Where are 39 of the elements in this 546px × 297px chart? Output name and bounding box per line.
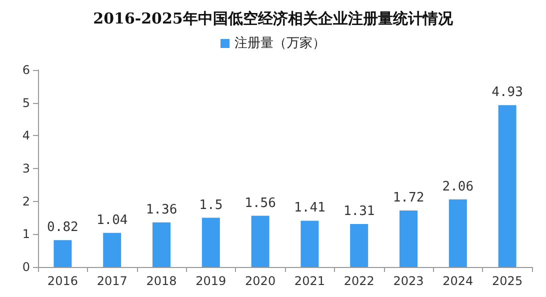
x-tick-label: 2025 [492,274,523,288]
data-label: 1.41 [294,200,326,216]
y-tick-label: 2 [22,194,30,208]
x-tick-label: 2018 [146,274,177,288]
y-tick-label: 3 [22,162,30,176]
y-tick-label: 5 [22,96,30,110]
bar [350,224,368,267]
x-tick-label: 2019 [196,274,226,288]
x-tick-label: 2017 [96,274,128,288]
y-tick-label: 1 [22,227,30,242]
data-label: 2.06 [442,179,474,194]
bar [300,220,319,267]
data-label: 1.31 [343,204,375,219]
y-tick-label: 0 [22,260,30,274]
data-label: 1.04 [96,212,128,228]
data-label: 1.72 [392,190,424,206]
legend-label: 注册量（万家） [234,35,326,51]
x-tick-label: 2024 [442,274,474,288]
bar [202,218,220,267]
chart-title: 2016-2025年中国低空经济相关企业注册量统计情况 [93,10,454,28]
data-label: 1.5 [199,198,223,213]
x-tick-label: 2020 [245,274,276,288]
bar [103,232,122,267]
bar [400,210,418,267]
x-tick-label: 2022 [344,274,374,288]
bar [54,240,72,267]
y-tick-label: 6 [22,63,30,77]
x-tick-label: 2016 [47,274,78,288]
y-tick-label: 4 [22,128,30,143]
bar [251,216,270,267]
bar [152,222,170,267]
data-label: 1.56 [244,196,276,211]
data-label: 4.93 [492,85,523,100]
data-label: 0.82 [47,220,78,236]
x-tick-label: 2023 [393,274,424,288]
x-tick-label: 2021 [294,274,325,288]
data-label: 1.36 [146,202,178,218]
bar [498,105,516,267]
bar [448,199,467,267]
